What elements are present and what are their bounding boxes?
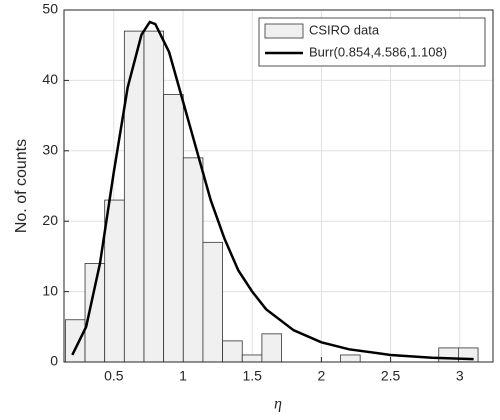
legend-label: Burr(0.854,4.586,1.108)	[309, 44, 447, 59]
bar	[64, 319, 86, 363]
x-tick-label: 0.5	[104, 368, 124, 384]
legend-label: CSIRO data	[309, 22, 380, 37]
x-tick-label: 1	[179, 368, 187, 384]
axes-frame	[63, 9, 494, 363]
bar	[261, 333, 282, 363]
legend-patch	[264, 23, 304, 39]
bar	[163, 94, 184, 363]
bar	[143, 30, 165, 363]
bar	[340, 354, 361, 363]
bar	[222, 340, 243, 363]
y-tick-label: 30	[42, 142, 58, 158]
bar	[241, 354, 263, 363]
bar	[182, 157, 204, 363]
x-tick-label: 1.5	[242, 368, 262, 384]
bar	[104, 199, 125, 363]
x-axis-label: η	[274, 396, 282, 413]
fit-curve	[71, 20, 474, 361]
y-tick-label: 0	[50, 353, 58, 369]
bar	[202, 241, 223, 363]
x-tick-label: 2	[318, 368, 326, 384]
x-tick-label: 3	[456, 368, 464, 384]
x-tick-label: 2.5	[381, 368, 401, 384]
y-axis-label: No. of counts	[13, 139, 30, 233]
y-tick-label: 50	[42, 1, 58, 17]
bar	[438, 347, 459, 363]
y-tick-label: 10	[42, 282, 58, 298]
y-tick-label: 20	[42, 212, 58, 228]
y-tick-label: 40	[42, 71, 58, 87]
bar	[123, 30, 145, 363]
